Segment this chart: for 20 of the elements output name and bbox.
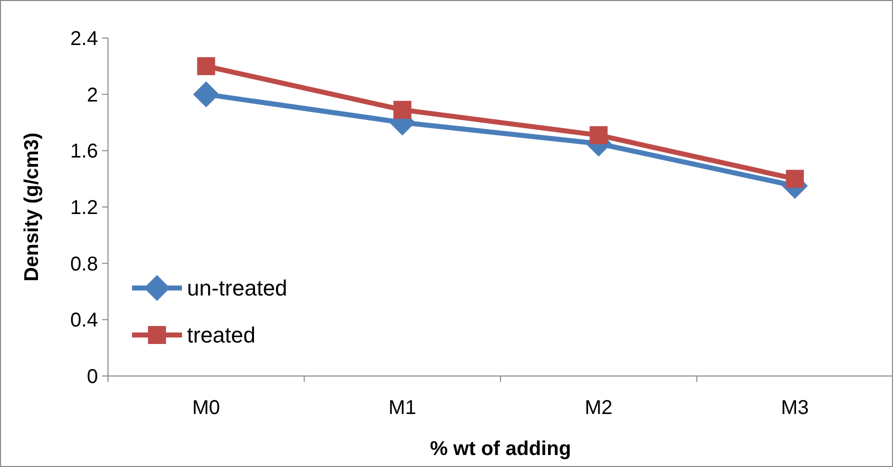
x-tick-label: M3 (780, 397, 809, 419)
point (393, 100, 412, 119)
legend-label: un-treated (187, 276, 288, 301)
x-axis-title: % wt of adding (430, 438, 572, 460)
point (590, 126, 608, 144)
y-tick-label: 2 (86, 84, 98, 106)
legend-label: treated (187, 322, 256, 348)
y-tick-label: 1.6 (70, 140, 98, 163)
y-tick-label: 0.4 (70, 310, 98, 332)
point (197, 57, 216, 76)
point (786, 170, 804, 188)
x-tick-label: M1 (388, 397, 416, 419)
y-tick-label: 2.4 (70, 28, 98, 50)
y-tick-label: 1.2 (70, 197, 98, 219)
point (193, 81, 220, 108)
y-tick-label: 0.8 (70, 253, 98, 276)
x-tick-label: M2 (584, 397, 613, 419)
y-tick-label: 0 (86, 366, 98, 388)
x-tick-label: M0 (192, 397, 220, 419)
y-axis-title: Density (g/cm3) (21, 132, 43, 282)
